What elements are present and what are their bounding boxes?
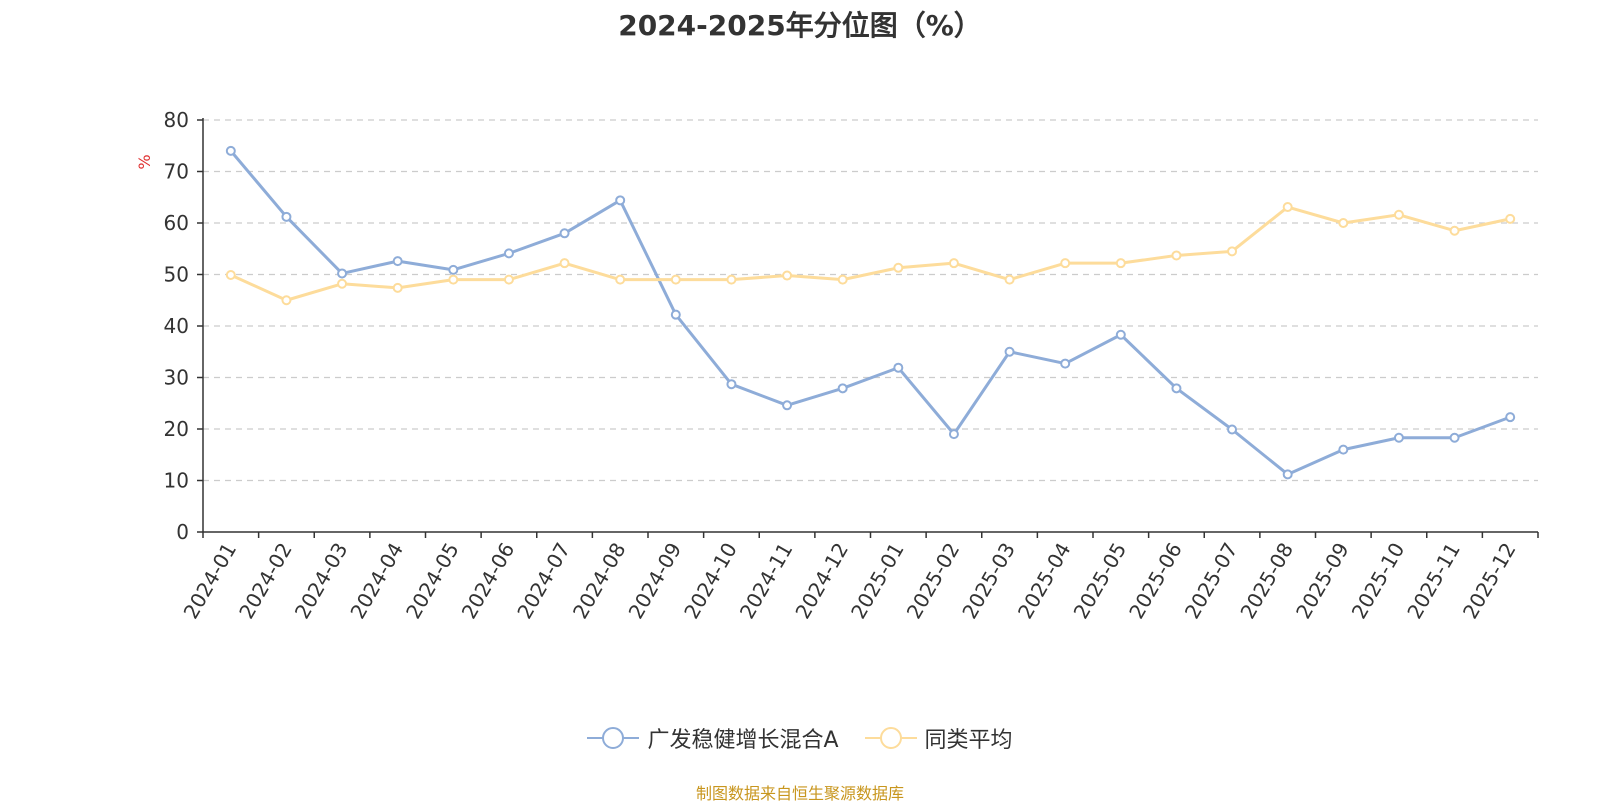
data-point-series-0 xyxy=(1449,432,1460,443)
x-tick-label: 2025-02 xyxy=(902,539,965,623)
legend-label-series-1: 同类平均 xyxy=(924,728,1013,753)
chart-title: 2024-2025年分位图（%） xyxy=(618,9,982,42)
data-point-series-1 xyxy=(281,295,292,306)
x-tick-label: 2024-10 xyxy=(679,539,742,623)
legend-item-series-0[interactable]: 广发稳健增长混合A xyxy=(587,722,839,754)
legend: 广发稳健增长混合A 同类平均 xyxy=(0,722,1600,754)
x-tick-label: 2024-08 xyxy=(568,539,631,623)
data-point-series-1 xyxy=(1505,213,1516,224)
x-tick-label: 2025-04 xyxy=(1013,539,1076,623)
series-line-0 xyxy=(229,149,1511,476)
data-point-series-0 xyxy=(1393,432,1404,443)
data-point-series-0 xyxy=(1282,469,1293,480)
x-tick-label: 2024-03 xyxy=(290,539,353,623)
data-point-series-0 xyxy=(281,211,292,222)
data-point-series-0 xyxy=(615,195,626,206)
x-tick-label: 2025-03 xyxy=(957,539,1020,623)
axes xyxy=(197,118,1539,538)
x-tick-label: 2025-06 xyxy=(1124,539,1187,623)
data-point-series-0 xyxy=(1338,444,1349,455)
grid-lines xyxy=(203,119,1538,482)
data-point-series-1 xyxy=(615,274,626,285)
data-point-series-1 xyxy=(1449,225,1460,236)
y-tick-label: 60 xyxy=(164,211,189,235)
x-tick-label: 2025-08 xyxy=(1235,539,1298,623)
data-point-series-1 xyxy=(448,274,459,285)
data-point-series-1 xyxy=(559,258,570,269)
data-point-series-0 xyxy=(448,264,459,275)
data-point-series-1 xyxy=(1115,258,1126,269)
data-point-series-1 xyxy=(726,274,737,285)
data-point-series-1 xyxy=(1171,250,1182,261)
data-point-series-0 xyxy=(1171,383,1182,394)
x-tick-label: 2025-05 xyxy=(1069,539,1132,623)
y-tick-label: 70 xyxy=(164,160,189,184)
y-tick-label: 40 xyxy=(164,314,189,338)
data-point-series-1 xyxy=(837,274,848,285)
x-tick-label: 2024-04 xyxy=(345,539,408,623)
data-point-series-0 xyxy=(1060,358,1071,369)
y-tick-label: 30 xyxy=(164,366,189,390)
legend-swatch-series-1 xyxy=(864,725,917,751)
y-tick-label: 20 xyxy=(164,417,189,441)
data-point-series-1 xyxy=(1338,218,1349,228)
data-point-series-0 xyxy=(1004,346,1015,357)
data-point-series-0 xyxy=(559,228,570,239)
data-point-series-1 xyxy=(337,278,348,289)
x-tick-label: 2025-01 xyxy=(846,539,909,623)
source-note: 制图数据来自恒生聚源数据库 xyxy=(695,784,904,803)
y-axis-unit-label: % xyxy=(135,154,154,169)
data-point-series-0 xyxy=(337,268,348,279)
x-tick-label: 2025-11 xyxy=(1402,539,1465,623)
data-point-series-1 xyxy=(392,282,403,293)
x-tick-label: 2024-05 xyxy=(401,539,464,623)
data-point-series-0 xyxy=(1505,412,1516,423)
data-point-series-0 xyxy=(503,248,514,259)
x-tick-label: 2024-06 xyxy=(457,539,520,623)
y-tick-label: 80 xyxy=(164,108,189,132)
x-tick-label: 2025-10 xyxy=(1347,539,1410,623)
data-point-series-1 xyxy=(1060,258,1071,269)
data-point-series-1 xyxy=(782,270,793,281)
y-tick-label: 10 xyxy=(164,469,189,493)
data-point-series-1 xyxy=(893,262,904,273)
data-point-series-1 xyxy=(1393,209,1404,220)
x-tick-label: 2024-02 xyxy=(234,539,297,623)
x-tick-label: 2024-09 xyxy=(624,539,687,623)
series-lines xyxy=(225,145,1516,480)
y-tick-label: 0 xyxy=(176,520,189,544)
x-tick-label: 2025-09 xyxy=(1291,539,1354,623)
x-tick-label: 2024-01 xyxy=(179,539,242,623)
data-point-series-1 xyxy=(1227,246,1238,257)
x-tick-label: 2025-12 xyxy=(1458,539,1521,623)
data-point-series-0 xyxy=(782,400,793,411)
line-chart: 01020304050607080%2024-012024-022024-032… xyxy=(135,108,1539,623)
series-line-1 xyxy=(230,205,1511,302)
tick-labels: 01020304050607080%2024-012024-022024-032… xyxy=(135,108,1521,623)
data-point-series-0 xyxy=(837,383,848,394)
legend-label-series-0: 广发稳健增长混合A xyxy=(647,728,839,753)
data-point-series-1 xyxy=(670,274,681,285)
y-tick-label: 50 xyxy=(164,263,189,287)
legend-item-series-1[interactable]: 同类平均 xyxy=(864,722,1013,754)
x-tick-label: 2024-11 xyxy=(735,539,798,623)
data-point-series-0 xyxy=(1227,424,1238,435)
data-point-series-1 xyxy=(1004,274,1015,285)
data-point-series-1 xyxy=(225,270,236,281)
x-tick-label: 2024-12 xyxy=(790,539,853,623)
data-point-series-0 xyxy=(893,362,904,373)
data-point-series-0 xyxy=(726,379,737,390)
data-point-series-0 xyxy=(225,145,236,156)
data-point-series-1 xyxy=(1282,202,1293,213)
data-point-series-0 xyxy=(948,429,959,440)
data-point-series-0 xyxy=(392,256,403,267)
x-tick-label: 2024-07 xyxy=(512,539,575,623)
legend-swatch-series-0 xyxy=(587,725,640,751)
data-point-series-1 xyxy=(503,274,514,285)
data-point-series-0 xyxy=(1115,329,1126,340)
data-point-series-1 xyxy=(948,258,959,269)
x-tick-label: 2025-07 xyxy=(1180,539,1243,623)
data-point-series-0 xyxy=(670,309,681,320)
